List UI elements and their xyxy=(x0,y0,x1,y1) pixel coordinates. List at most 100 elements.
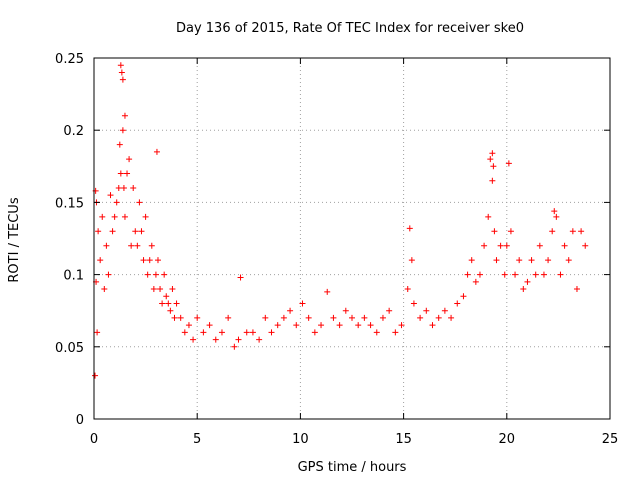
data-point xyxy=(132,228,139,235)
plot-frame xyxy=(93,57,611,420)
data-point xyxy=(330,314,337,321)
data-point xyxy=(200,329,207,336)
data-point xyxy=(545,257,552,264)
x-tick-label: 0 xyxy=(90,432,98,447)
data-point xyxy=(95,228,102,235)
data-point xyxy=(311,329,318,336)
data-point xyxy=(262,314,269,321)
x-tick-label: 5 xyxy=(193,432,201,447)
chart-title: Day 136 of 2015, Rate Of TEC Index for r… xyxy=(176,21,524,36)
data-point xyxy=(528,257,535,264)
data-point xyxy=(569,228,576,235)
data-point xyxy=(116,141,123,148)
data-point xyxy=(101,286,108,293)
data-point xyxy=(109,228,116,235)
data-point xyxy=(218,329,225,336)
data-point xyxy=(97,257,104,264)
data-point xyxy=(293,322,300,329)
data-point xyxy=(235,336,242,343)
data-point xyxy=(578,228,585,235)
data-point xyxy=(126,156,133,163)
data-point xyxy=(505,160,512,167)
data-point xyxy=(512,271,519,278)
data-point xyxy=(111,213,118,220)
data-point xyxy=(107,192,114,199)
data-point xyxy=(206,322,213,329)
data-point xyxy=(274,322,281,329)
data-point xyxy=(565,257,572,264)
data-point xyxy=(490,163,497,170)
data-point xyxy=(169,286,176,293)
data-point xyxy=(173,300,180,307)
data-point xyxy=(190,336,197,343)
data-point xyxy=(148,242,155,249)
data-point xyxy=(361,314,368,321)
data-point xyxy=(115,184,122,191)
data-point xyxy=(121,112,128,119)
data-point xyxy=(489,150,496,157)
data-point xyxy=(103,242,110,249)
data-point xyxy=(212,336,219,343)
data-point xyxy=(557,271,564,278)
axis-ticks: 0 5 10 15 20 25 0 0.05 0.1 0.15 0.2 0.25 xyxy=(55,52,618,447)
y-tick-label: 0.05 xyxy=(55,341,84,356)
data-point xyxy=(417,314,424,321)
data-point xyxy=(134,242,141,249)
data-point xyxy=(485,213,492,220)
data-point xyxy=(171,314,178,321)
data-point xyxy=(398,322,405,329)
data-point xyxy=(493,257,500,264)
y-tick-label: 0.25 xyxy=(55,52,84,67)
data-point xyxy=(153,148,160,155)
data-point xyxy=(154,257,161,264)
data-point xyxy=(379,314,386,321)
data-point xyxy=(532,271,539,278)
data-point xyxy=(140,257,147,264)
data-point xyxy=(249,329,256,336)
data-point xyxy=(448,314,455,321)
data-point xyxy=(113,199,120,206)
data-point xyxy=(94,329,101,336)
data-point xyxy=(582,242,589,249)
data-point xyxy=(237,274,244,281)
y-axis-label: ROTI / TECUs xyxy=(7,197,22,282)
data-point xyxy=(99,213,106,220)
data-point xyxy=(152,271,159,278)
data-point xyxy=(105,271,112,278)
data-point xyxy=(120,184,127,191)
data-point xyxy=(487,156,494,163)
data-point xyxy=(472,278,479,285)
data-point xyxy=(117,170,124,177)
data-point xyxy=(429,322,436,329)
data-point xyxy=(181,329,188,336)
x-tick-label: 15 xyxy=(395,432,412,447)
data-point xyxy=(501,271,508,278)
data-point xyxy=(167,307,174,314)
data-point xyxy=(468,257,475,264)
data-point xyxy=(163,293,170,300)
data-point xyxy=(423,307,430,314)
data-point xyxy=(130,184,137,191)
grid xyxy=(94,58,610,419)
data-point xyxy=(507,228,514,235)
data-point xyxy=(553,213,560,220)
data-point xyxy=(231,343,238,350)
data-point xyxy=(280,314,287,321)
data-point xyxy=(185,322,192,329)
data-point xyxy=(520,286,527,293)
data-point xyxy=(318,322,325,329)
data-point xyxy=(435,314,442,321)
data-point xyxy=(355,322,362,329)
data-point xyxy=(540,271,547,278)
data-point xyxy=(119,76,126,83)
data-point xyxy=(117,62,124,69)
data-point xyxy=(454,300,461,307)
data-point xyxy=(146,257,153,264)
data-point xyxy=(476,271,483,278)
data-point xyxy=(119,127,126,134)
data-point xyxy=(464,271,471,278)
data-point xyxy=(299,300,306,307)
x-tick-label: 25 xyxy=(602,432,619,447)
x-tick-label: 20 xyxy=(499,432,516,447)
